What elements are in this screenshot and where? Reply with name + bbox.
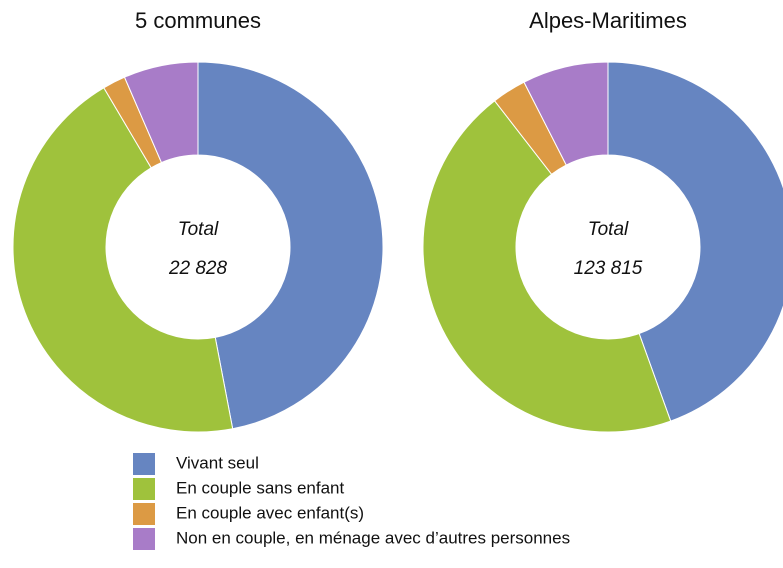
legend-swatch <box>133 478 155 500</box>
legend-label: Vivant seul <box>176 453 259 472</box>
legend-swatch <box>133 503 155 525</box>
legend-label: Non en couple, en ménage avec d’autres p… <box>176 528 570 547</box>
donut-slice <box>197 61 384 430</box>
legend-swatch <box>133 528 155 550</box>
center-total: 22 828 <box>168 258 228 279</box>
donut-slice <box>422 100 672 433</box>
donut-slice <box>607 61 783 422</box>
center-total: 123 815 <box>574 258 643 279</box>
donut-slice <box>523 61 609 166</box>
chart-title: Alpes-Maritimes <box>529 8 687 33</box>
legend-label: En couple sans enfant <box>176 478 345 497</box>
center-label: Total <box>588 219 629 240</box>
donut-slice <box>12 87 234 433</box>
donut-slice <box>123 61 199 164</box>
legend-label: En couple avec enfant(s) <box>176 503 364 522</box>
chart-title: 5 communes <box>135 8 261 33</box>
center-label: Total <box>178 219 219 240</box>
legend-swatch <box>133 453 155 475</box>
